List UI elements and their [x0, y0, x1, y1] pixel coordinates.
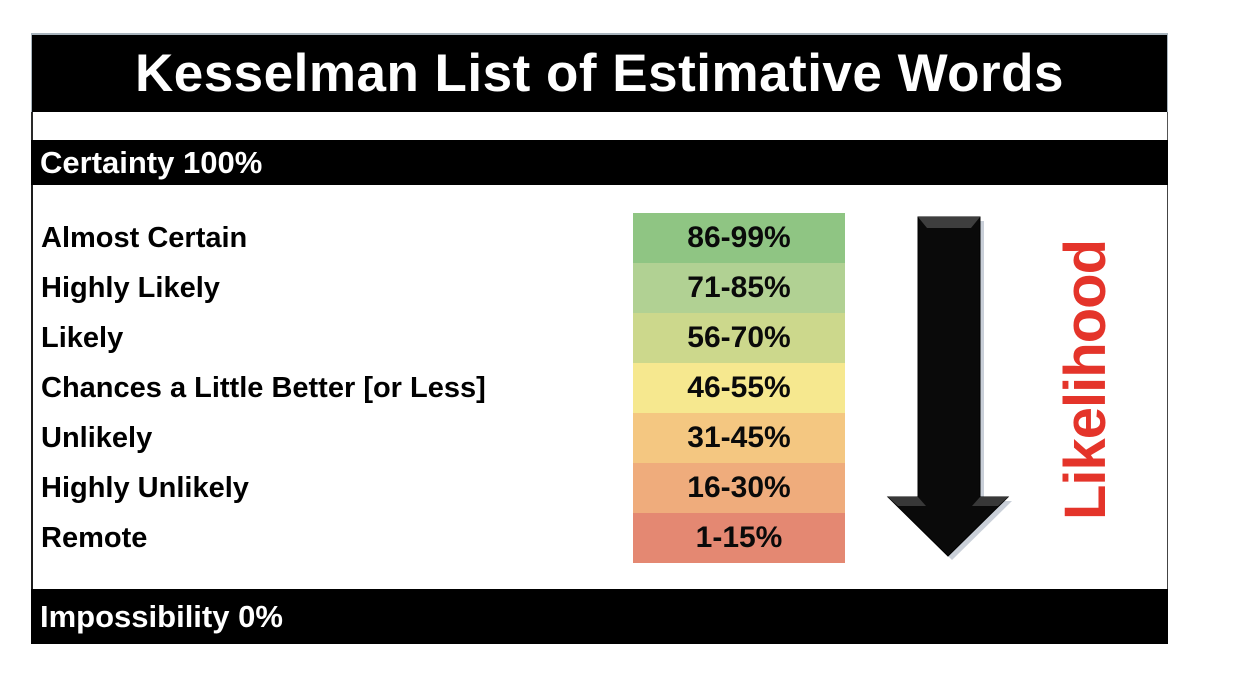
title-banner: Kesselman List of Estimative Words: [31, 33, 1168, 112]
probability-cell: 46-55%: [633, 363, 845, 413]
probability-cell: 56-70%: [633, 313, 845, 363]
table-row: Likely 56-70%: [33, 313, 845, 363]
probability-cell: 16-30%: [633, 463, 845, 513]
certainty-label: Certainty 100%: [40, 144, 263, 180]
term-label: Unlikely: [41, 421, 153, 454]
probability-cell: 1-15%: [633, 513, 845, 563]
table-row: Almost Certain 86-99%: [33, 213, 845, 263]
likelihood-rows: Almost Certain 86-99% Highly Likely 71-8…: [33, 213, 845, 563]
arrow-bevel-top: [918, 217, 980, 228]
kesselman-figure: Kesselman List of Estimative Words Certa…: [31, 33, 1168, 644]
table-row: Chances a Little Better [or Less] 46-55%: [33, 363, 845, 413]
table-content-area: Almost Certain 86-99% Highly Likely 71-8…: [31, 185, 1168, 589]
likelihood-axis-label: Likelihood: [1053, 240, 1118, 520]
impossibility-bar: Impossibility 0%: [31, 589, 1168, 644]
arrow-bevel-left: [888, 497, 926, 506]
term-label: Likely: [41, 321, 124, 354]
table-row: Unlikely 31-45%: [33, 413, 845, 463]
table-row: Remote 1-15%: [33, 513, 845, 563]
impossibility-label: Impossibility 0%: [40, 598, 283, 634]
term-label: Almost Certain: [41, 221, 248, 254]
arrow-bevel-right: [972, 497, 1008, 506]
probability-cell: 86-99%: [633, 213, 845, 263]
certainty-bar: Certainty 100%: [31, 140, 1168, 185]
term-label: Chances a Little Better [or Less]: [41, 371, 486, 404]
page-title: Kesselman List of Estimative Words: [134, 44, 1065, 103]
table-row: Highly Unlikely 16-30%: [33, 463, 845, 513]
table-row: Highly Likely 71-85%: [33, 263, 845, 313]
down-arrow-icon: [886, 215, 1016, 561]
term-label: Highly Likely: [41, 271, 220, 304]
title-gap-strip: [31, 112, 1168, 140]
probability-cell: 31-45%: [633, 413, 845, 463]
term-label: Highly Unlikely: [41, 471, 249, 504]
term-label: Remote: [41, 521, 148, 554]
probability-cell: 71-85%: [633, 263, 845, 313]
